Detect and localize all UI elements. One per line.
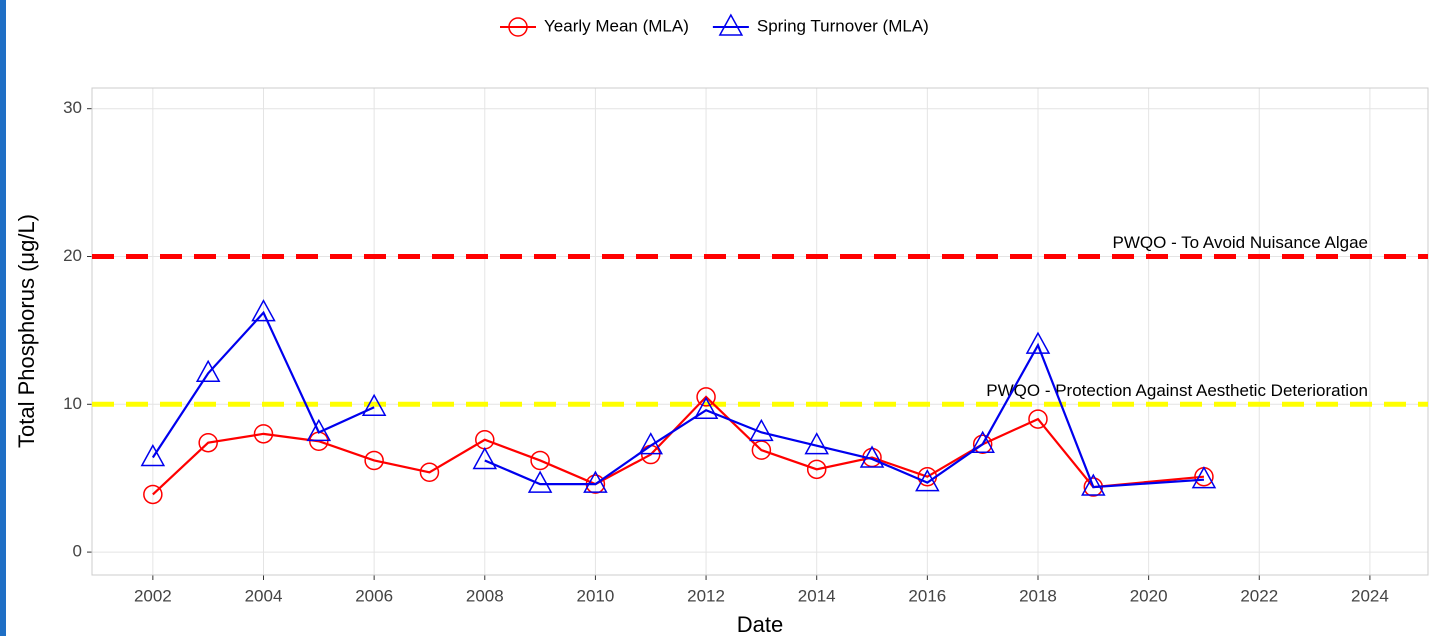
marker <box>859 445 885 468</box>
marker <box>195 359 221 383</box>
x-tick-label: 2018 <box>1019 586 1057 605</box>
x-tick-label: 2002 <box>134 586 172 605</box>
marker <box>1081 473 1106 496</box>
marker <box>251 299 276 322</box>
x-tick-label: 2010 <box>577 586 615 605</box>
marker <box>1025 331 1051 354</box>
marker <box>472 446 498 470</box>
marker <box>419 462 440 483</box>
series-line <box>151 310 1205 489</box>
marker <box>364 450 384 471</box>
marker <box>915 469 940 492</box>
x-tick-label: 2012 <box>687 586 725 605</box>
marker <box>530 450 550 471</box>
marker <box>253 424 274 444</box>
reference-label: PWQO - Protection Against Aesthetic Dete… <box>986 381 1368 400</box>
legend-label: Yearly Mean (MLA) <box>544 16 689 35</box>
marker <box>361 393 387 416</box>
marker <box>198 432 218 453</box>
reference-label: PWQO - To Avoid Nuisance Algae <box>1113 233 1368 252</box>
marker <box>806 459 827 480</box>
marker <box>693 396 719 419</box>
x-tick-label: 2008 <box>466 586 504 605</box>
marker <box>804 432 829 455</box>
x-tick-label: 2014 <box>798 586 836 605</box>
marker <box>1028 409 1048 429</box>
y-axis-label: Total Phosphorus (μg/L) <box>14 214 39 448</box>
x-tick-label: 2006 <box>355 586 393 605</box>
y-tick-label: 20 <box>63 246 82 265</box>
legend-marker <box>508 17 528 37</box>
legend-label: Spring Turnover (MLA) <box>757 16 929 35</box>
marker <box>140 443 166 467</box>
window-edge <box>0 0 6 636</box>
marker <box>749 418 774 442</box>
marker <box>527 470 553 493</box>
marker <box>638 432 664 455</box>
marker <box>143 484 163 505</box>
x-tick-label: 2022 <box>1240 586 1278 605</box>
y-tick-label: 10 <box>63 394 82 413</box>
plot-border <box>91 87 1429 576</box>
marker <box>583 470 608 493</box>
x-tick-label: 2016 <box>908 586 946 605</box>
y-tick-label: 0 <box>73 542 82 561</box>
marker <box>696 387 716 407</box>
x-axis-label: Date <box>737 612 783 636</box>
marker <box>306 418 332 442</box>
x-tick-label: 2004 <box>245 586 283 605</box>
marker <box>1191 466 1217 489</box>
y-tick-label: 30 <box>63 98 82 117</box>
x-tick-label: 2024 <box>1351 586 1389 605</box>
x-tick-label: 2020 <box>1130 586 1168 605</box>
legend-marker <box>718 13 744 36</box>
marker <box>970 430 995 453</box>
marker <box>972 434 993 454</box>
